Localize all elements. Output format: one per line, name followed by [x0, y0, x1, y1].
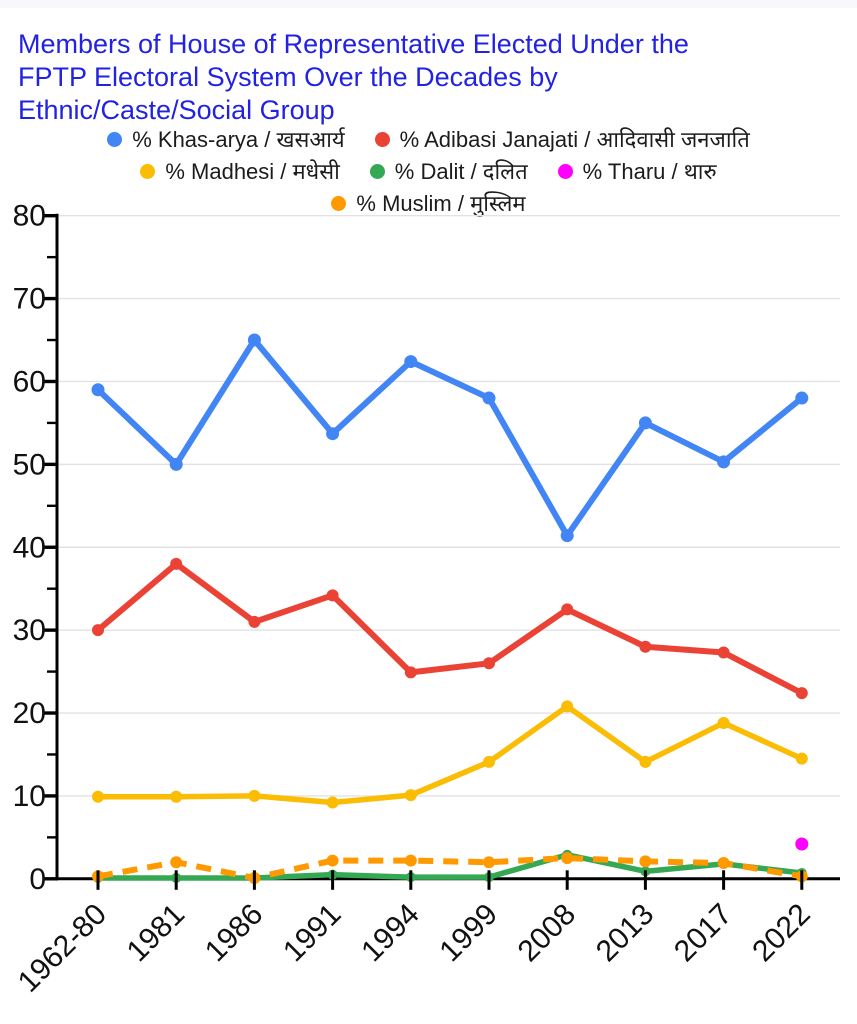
y-axis-label-10: 10 — [13, 780, 46, 813]
series-line-2 — [98, 703, 803, 806]
data-point-5-1994 — [404, 854, 417, 867]
series-line-0 — [95, 337, 804, 539]
data-point-2-1994 — [404, 789, 417, 802]
data-point-1-2008 — [561, 603, 574, 616]
data-point-1-2017 — [717, 646, 730, 659]
x-axis-label-2013: 2013 — [590, 898, 661, 969]
x-axis-label-1986: 1986 — [199, 898, 270, 969]
legend-item-adibasi-janajati: % Adibasi Janajati / आदिवासी जनजाति — [374, 124, 750, 154]
data-point-0-1999 — [482, 391, 496, 405]
legend-item-dalit: % Dalit / दलित — [369, 156, 528, 186]
data-point-5-1999 — [483, 856, 495, 869]
data-point-2-2008 — [561, 700, 574, 713]
data-point-5-1981 — [170, 856, 183, 869]
x-axis-label-1962-80: 1962-80 — [12, 898, 113, 999]
dalit-swatch-icon — [369, 163, 385, 179]
data-point-5-2008 — [561, 852, 574, 865]
data-point-1-1986 — [248, 615, 261, 628]
legend-row-3: % Muslim / मुस्लिम — [0, 187, 857, 219]
y-axis-label-60: 60 — [13, 365, 46, 398]
x-axis-label-2017: 2017 — [668, 898, 739, 969]
legend-label-muslim: % Muslim / मुस्लिम — [356, 191, 526, 216]
data-point-1-1981 — [170, 557, 183, 570]
legend-label-madhesi: % Madhesi / मधेसी — [165, 159, 340, 184]
x-axis-label-1981: 1981 — [121, 898, 192, 969]
madhesi-swatch-icon — [140, 163, 156, 179]
data-point-2-1962-80 — [92, 790, 104, 803]
data-point-0-2008 — [560, 529, 574, 543]
legend-item-madhesi: % Madhesi / मधेसी — [140, 156, 340, 186]
data-point-1-2013 — [639, 640, 652, 653]
data-point-1-2022 — [795, 687, 808, 700]
data-point-1-1994 — [404, 666, 417, 679]
legend-row-1: % Khas-arya / खसआर्य % Adibasi Janajati … — [0, 123, 857, 155]
x-axis-label-1994: 1994 — [355, 898, 426, 969]
x-axis-label-1999: 1999 — [433, 898, 504, 969]
y-axis-label-40: 40 — [13, 531, 46, 564]
data-point-5-2013 — [639, 855, 652, 868]
series-line-5 — [97, 855, 803, 881]
data-point-0-1962-80 — [91, 383, 105, 397]
tharu-swatch-icon — [557, 163, 573, 179]
legend-label-dalit: % Dalit / दलित — [394, 159, 528, 184]
y-axis-label-70: 70 — [13, 283, 46, 316]
data-point-5-2017 — [717, 857, 730, 870]
data-point-4-2022 — [795, 837, 809, 851]
data-point-0-2022 — [795, 391, 809, 405]
data-point-0-1986 — [247, 333, 261, 347]
data-point-2-2017 — [717, 716, 730, 729]
y-axis-label-50: 50 — [13, 448, 46, 481]
data-point-1-1991 — [326, 589, 339, 602]
data-point-0-2013 — [638, 416, 652, 430]
legend-item-muslim: % Muslim / मुस्लिम — [331, 188, 526, 218]
data-point-2-1999 — [483, 755, 495, 768]
data-point-2-1986 — [248, 789, 261, 802]
legend-label-adibasi-janajati: % Adibasi Janajati / आदिवासी जनजाति — [399, 127, 750, 152]
khas-arya-swatch-icon — [107, 131, 123, 147]
data-point-2-1981 — [170, 790, 183, 803]
data-point-0-1994 — [404, 355, 418, 369]
data-point-1-1999 — [483, 657, 495, 670]
x-axis-label-2022: 2022 — [746, 898, 817, 969]
data-point-2-1991 — [326, 796, 339, 809]
x-axis-label-2008: 2008 — [512, 898, 583, 969]
y-axis-label-30: 30 — [13, 614, 46, 647]
y-axis-label-80: 80 — [13, 200, 46, 233]
x-axis-label-1991: 1991 — [277, 898, 348, 969]
data-point-0-1991 — [326, 427, 340, 441]
data-point-2-2022 — [795, 752, 808, 765]
chart-title: Members of House of Representative Elect… — [18, 29, 689, 125]
adibasi-janajati-swatch-icon — [374, 131, 390, 147]
series-line-3 — [98, 852, 803, 881]
legend-label-tharu: % Tharu / थारु — [582, 159, 717, 184]
data-point-0-1981 — [169, 457, 183, 471]
series-line-1 — [96, 560, 804, 696]
data-point-5-1991 — [326, 854, 339, 867]
muslim-swatch-icon — [331, 195, 347, 211]
data-point-0-2017 — [717, 455, 731, 469]
legend-row-2: % Madhesi / मधेसी % Dalit / दलित % Tharu… — [0, 155, 857, 187]
legend-label-khas-arya: % Khas-arya / खसआर्य — [132, 127, 345, 152]
y-axis-label-20: 20 — [13, 697, 46, 730]
chart-legend: % Khas-arya / खसआर्य % Adibasi Janajati … — [0, 123, 857, 219]
y-axis-label-0: 0 — [29, 863, 46, 896]
legend-item-tharu: % Tharu / थारु — [557, 156, 717, 186]
top-strip — [0, 0, 857, 8]
legend-item-khas-arya: % Khas-arya / खसआर्य — [107, 124, 345, 154]
data-point-2-2013 — [639, 755, 652, 768]
data-point-1-1962-80 — [92, 624, 104, 637]
